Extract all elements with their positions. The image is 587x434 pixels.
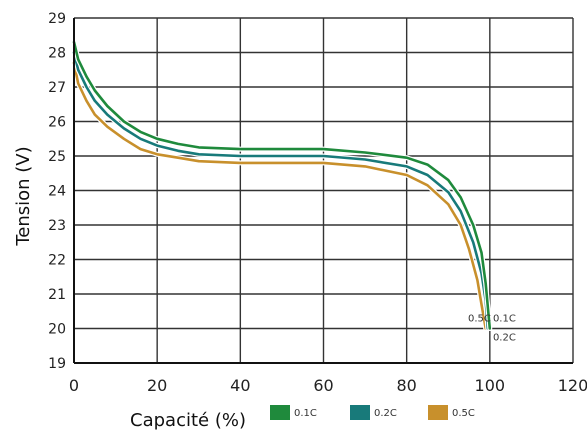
legend-label-01C: 0.1C <box>294 408 317 419</box>
y-tick-label-10: 29 <box>48 11 66 27</box>
y-axis-title: Tension (V) <box>13 146 34 246</box>
series-end-label-2: 0.2C <box>493 333 516 344</box>
series-end-label-0: 0.5C <box>468 314 491 325</box>
legend-swatch-01C <box>270 405 290 420</box>
series-line-02C <box>72 51 490 330</box>
y-tick-label-5: 24 <box>48 184 66 200</box>
y-tick-label-9: 28 <box>48 46 66 62</box>
x-tick-label-0: 0 <box>69 376 79 395</box>
y-tick-label-8: 27 <box>48 80 66 96</box>
legend-label-05C: 0.5C <box>452 408 475 419</box>
legend-label-02C: 0.2C <box>374 408 397 419</box>
y-tick-label-0: 19 <box>48 356 66 372</box>
series-line-05C <box>72 61 487 330</box>
x-tick-label-3: 60 <box>313 376 333 395</box>
legend-swatch-05C <box>428 405 448 420</box>
axes: 19 20 21 22 23 24 25 26 27 28 29 0 20 40 60 80 100 120 <box>48 11 587 395</box>
series-group <box>71 39 493 331</box>
legend: 0.1C 0.2C 0.5C <box>270 405 475 420</box>
y-tick-label-3: 22 <box>48 253 66 269</box>
x-tick-label-5: 100 <box>475 376 506 395</box>
legend-swatch-02C <box>350 405 370 420</box>
x-tick-label-4: 80 <box>396 376 416 395</box>
y-tick-label-7: 26 <box>48 115 66 131</box>
x-tick-label-6: 120 <box>558 376 587 395</box>
series-line-01C <box>72 40 492 330</box>
annotations: 0.5C 0.1C 0.2C <box>468 314 516 344</box>
x-tick-label-2: 40 <box>230 376 250 395</box>
y-tick-label-4: 23 <box>48 218 66 234</box>
x-tick-label-1: 20 <box>147 376 167 395</box>
y-tick-label-6: 25 <box>48 149 66 165</box>
x-axis-title: Capacité (%) <box>130 410 246 431</box>
y-tick-label-1: 20 <box>48 322 66 338</box>
series-end-label-1: 0.1C <box>493 314 516 325</box>
y-tick-label-2: 21 <box>48 287 66 303</box>
